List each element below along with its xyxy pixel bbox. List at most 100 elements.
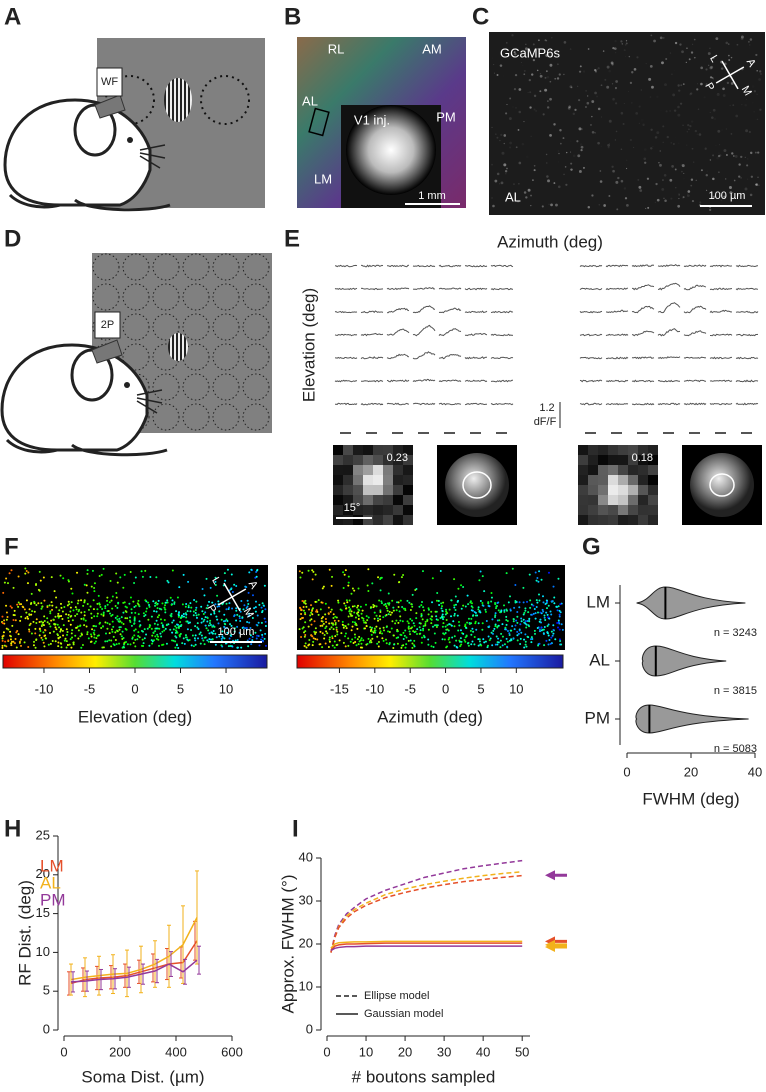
trace: [735, 402, 759, 406]
dot: [184, 612, 187, 615]
cell: [603, 90, 604, 91]
dot: [391, 599, 394, 602]
dot: [153, 622, 156, 625]
dot: [505, 623, 508, 626]
dot: [558, 609, 561, 612]
cell: [496, 136, 499, 139]
dot: [490, 591, 493, 594]
cell: [501, 151, 505, 155]
cell: [627, 90, 630, 93]
dot: [524, 643, 527, 646]
cell: [658, 162, 660, 164]
cell: [688, 58, 691, 61]
axis-title: Elevation (deg): [299, 288, 318, 402]
dot: [559, 639, 562, 642]
dot: [192, 645, 195, 648]
dot: [134, 604, 137, 607]
dot: [529, 599, 532, 602]
dot: [161, 625, 164, 628]
dot: [181, 642, 184, 645]
dot: [331, 637, 334, 640]
series-line: [70, 917, 198, 981]
dotted-circle: [92, 283, 120, 311]
dot: [67, 620, 70, 623]
dot: [33, 610, 36, 613]
dot: [546, 632, 549, 635]
dot: [238, 617, 241, 620]
dot: [141, 638, 144, 641]
cell: [754, 151, 757, 154]
dot: [406, 620, 409, 623]
cell: [591, 115, 593, 118]
trace: [438, 402, 462, 406]
dot: [197, 637, 200, 640]
dot: [65, 646, 68, 649]
dot: [37, 588, 40, 591]
dot: [262, 604, 265, 607]
dot: [203, 643, 206, 646]
cell: [705, 68, 708, 71]
dot: [538, 628, 541, 631]
dot: [242, 608, 245, 611]
dot: [341, 620, 344, 623]
dot: [132, 641, 135, 644]
dot: [179, 621, 182, 624]
dot: [148, 644, 151, 647]
cell: [635, 116, 637, 118]
dot: [556, 626, 559, 629]
dot: [102, 611, 105, 614]
dot: [469, 629, 472, 632]
map-pixel: [628, 495, 638, 505]
cell: [596, 95, 598, 98]
trace: [334, 264, 358, 268]
dot: [545, 611, 548, 614]
dot: [118, 628, 121, 631]
map-pixel: [333, 515, 343, 525]
dot: [15, 646, 18, 649]
dot: [225, 608, 228, 611]
dot: [430, 645, 433, 648]
dot: [481, 622, 484, 625]
dot: [388, 631, 391, 634]
dot: [59, 642, 62, 645]
cell: [685, 61, 687, 63]
dot: [133, 606, 136, 609]
dot: [119, 626, 122, 629]
cell: [628, 55, 631, 58]
dot: [56, 634, 59, 637]
cell: [523, 110, 524, 111]
trace: [334, 310, 358, 314]
microscope-box: [96, 67, 123, 97]
dot: [24, 567, 27, 570]
dot: [514, 624, 517, 627]
cell: [659, 163, 662, 167]
dot: [495, 635, 498, 638]
cell: [623, 187, 627, 190]
dot: [140, 570, 143, 573]
dot: [174, 640, 177, 643]
dot: [101, 646, 104, 649]
dot: [453, 625, 456, 628]
dot: [129, 643, 132, 646]
trace: [683, 356, 707, 359]
map-pixel: [648, 515, 658, 525]
cell: [682, 124, 684, 127]
dot: [317, 613, 320, 616]
cell: [731, 152, 734, 155]
dot: [445, 619, 448, 622]
dot: [264, 608, 267, 611]
cell: [632, 146, 635, 149]
trace: [490, 356, 514, 360]
trace: [438, 328, 462, 337]
legend-label: AL: [40, 873, 61, 892]
cell: [532, 59, 536, 62]
dot: [58, 626, 61, 629]
dot: [120, 635, 123, 638]
x-tick-label: 40: [748, 764, 762, 779]
dot: [5, 627, 8, 630]
dot: [303, 645, 306, 648]
dot: [207, 629, 210, 632]
cell: [705, 174, 708, 177]
dot: [229, 623, 232, 626]
trace: [632, 284, 655, 291]
